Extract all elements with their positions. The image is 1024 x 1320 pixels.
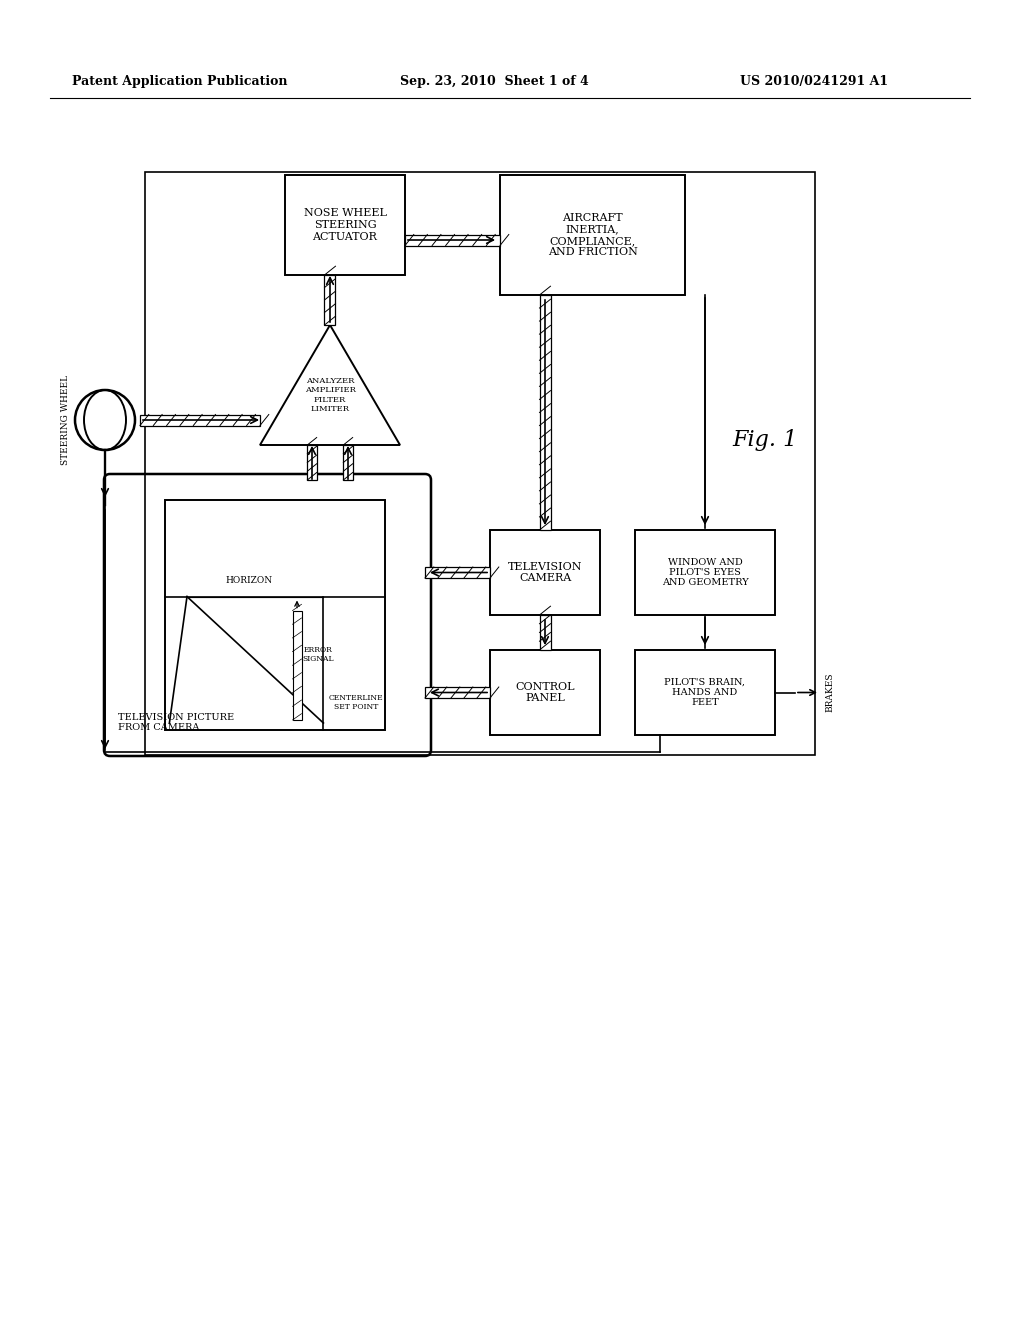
- Bar: [325, 275, 336, 325]
- Text: ERROR
SIGNAL: ERROR SIGNAL: [302, 645, 334, 663]
- Bar: [635, 649, 775, 735]
- Bar: [490, 531, 600, 615]
- Bar: [500, 176, 685, 294]
- Bar: [145, 172, 815, 755]
- Bar: [285, 176, 406, 275]
- Bar: [635, 531, 775, 615]
- FancyBboxPatch shape: [104, 474, 431, 756]
- Text: Sep. 23, 2010  Sheet 1 of 4: Sep. 23, 2010 Sheet 1 of 4: [400, 75, 589, 88]
- Bar: [140, 414, 260, 425]
- Text: TELEVISION
CAMERA: TELEVISION CAMERA: [508, 562, 583, 583]
- Text: US 2010/0241291 A1: US 2010/0241291 A1: [740, 75, 888, 88]
- Text: TELEVISION PICTURE
FROM CAMERA: TELEVISION PICTURE FROM CAMERA: [118, 713, 234, 733]
- Bar: [425, 568, 490, 578]
- Bar: [343, 445, 352, 480]
- Text: Fig. 1: Fig. 1: [732, 429, 798, 451]
- Text: Patent Application Publication: Patent Application Publication: [72, 75, 288, 88]
- Text: HORIZON: HORIZON: [225, 576, 272, 585]
- Bar: [165, 500, 385, 730]
- Bar: [293, 611, 301, 719]
- Text: CENTERLINE
SET POINT: CENTERLINE SET POINT: [329, 694, 383, 711]
- Text: PILOT'S BRAIN,
HANDS AND
FEET: PILOT'S BRAIN, HANDS AND FEET: [665, 677, 745, 708]
- Bar: [425, 686, 490, 698]
- Bar: [406, 235, 500, 246]
- Text: WINDOW AND
PILOT'S EYES
AND GEOMETRY: WINDOW AND PILOT'S EYES AND GEOMETRY: [662, 557, 749, 587]
- Bar: [307, 445, 316, 480]
- Text: AIRCRAFT
INERTIA,
COMPLIANCE,
AND FRICTION: AIRCRAFT INERTIA, COMPLIANCE, AND FRICTI…: [548, 213, 637, 257]
- Text: BRAKES: BRAKES: [825, 673, 834, 713]
- Text: CONTROL
PANEL: CONTROL PANEL: [515, 681, 574, 704]
- Polygon shape: [260, 325, 400, 445]
- Bar: [540, 294, 551, 531]
- Bar: [540, 615, 551, 649]
- Text: ANALYZER
AMPLIFIER
FILTER
LIMITER: ANALYZER AMPLIFIER FILTER LIMITER: [304, 378, 355, 413]
- Text: STEERING WHEEL: STEERING WHEEL: [60, 375, 70, 465]
- Text: NOSE WHEEL
STEERING
ACTUATOR: NOSE WHEEL STEERING ACTUATOR: [303, 209, 386, 242]
- Bar: [490, 649, 600, 735]
